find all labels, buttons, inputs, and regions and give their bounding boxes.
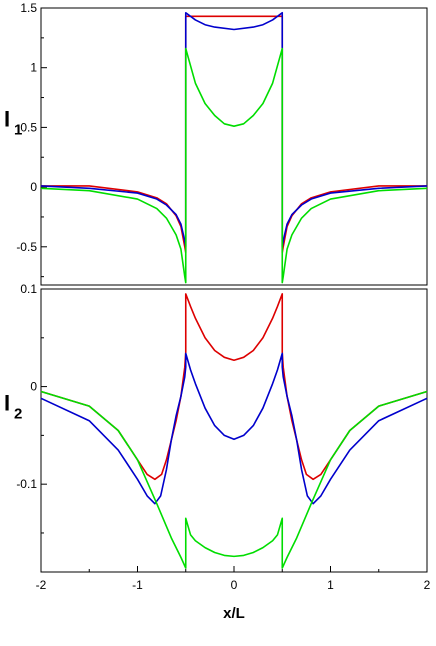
x-tick-label: 1 — [327, 578, 334, 592]
y-tick-label: 0 — [30, 380, 37, 394]
series-line-1-1 — [41, 15, 427, 254]
y-axis-label: I — [4, 391, 10, 416]
y-tick-label: 0 — [30, 180, 37, 194]
y-tick-label: -0.1 — [16, 477, 37, 491]
y-tick-label: 1 — [30, 61, 37, 75]
series-line-2-2 — [40, 352, 428, 505]
plot-frame-1 — [40, 7, 428, 286]
y-tick-label: 0.5 — [20, 120, 37, 134]
x-axis-label: x/L — [223, 605, 245, 622]
series-line-1-2 — [40, 11, 428, 248]
series-line-2-1 — [40, 293, 428, 481]
x-tick-label: 0 — [231, 578, 238, 592]
y-tick-label: 0.1 — [20, 282, 37, 296]
x-tick-label: 2 — [424, 578, 431, 592]
series-line-2-3 — [40, 390, 428, 569]
y-axis-label: I — [4, 107, 10, 132]
x-tick-label: -2 — [36, 578, 47, 592]
y-axis-label-subscript: 1 — [14, 122, 22, 139]
series-line-1-3 — [40, 47, 428, 284]
y-tick-label: -0.5 — [16, 240, 37, 254]
y-tick-label: 1.5 — [20, 1, 37, 15]
y-axis-label-subscript: 2 — [14, 406, 22, 423]
x-tick-label: -1 — [132, 578, 143, 592]
